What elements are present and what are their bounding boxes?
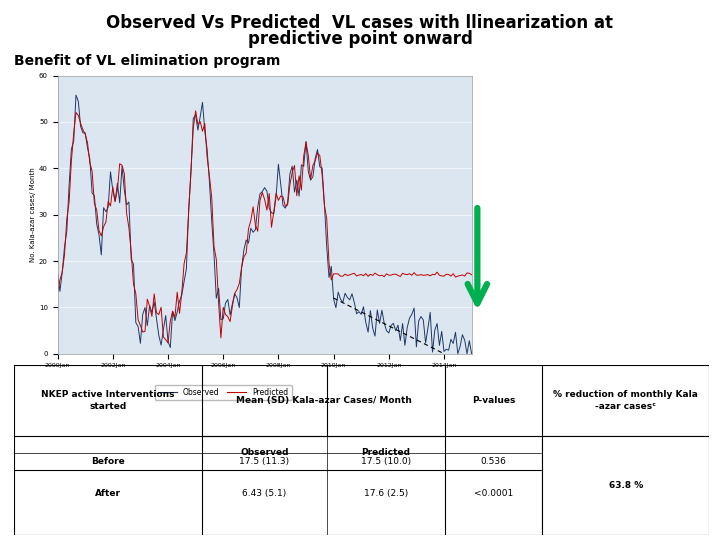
- Predicted: [171, 314, 179, 321]
- Predicted: [115, 160, 124, 167]
- Predicted: [467, 272, 476, 278]
- Predicted: [192, 107, 200, 114]
- Text: predictive point onward: predictive point onward: [248, 30, 472, 48]
- Observed: [253, 204, 262, 210]
- Text: 17.5 (11.3): 17.5 (11.3): [240, 457, 289, 466]
- Text: Before: Before: [91, 457, 125, 466]
- Text: Observed: Observed: [240, 448, 289, 457]
- Text: Mean (SD) Kala-azar Cases/ Month: Mean (SD) Kala-azar Cases/ Month: [235, 396, 412, 404]
- Observed: [117, 163, 126, 170]
- Observed: [398, 320, 407, 327]
- Legend: Observed, Predicted: Observed, Predicted: [155, 385, 292, 400]
- Observed: [171, 318, 179, 324]
- Line: Predicted: Predicted: [58, 111, 472, 343]
- Text: Average 63.8% monthly VL
case reduction explored by
the predictive model
(P<0.00: Average 63.8% monthly VL case reduction …: [498, 193, 640, 248]
- Text: Observed Vs Predicted  VL cases with llinearization at: Observed Vs Predicted VL cases with llin…: [107, 14, 613, 31]
- Observed: [467, 350, 476, 357]
- Text: 17.5 (10.0): 17.5 (10.0): [361, 457, 411, 466]
- Text: P-values: P-values: [472, 396, 516, 404]
- Text: <0.0001: <0.0001: [474, 489, 513, 498]
- Text: Benefit of VL elimination program: Benefit of VL elimination program: [14, 54, 281, 68]
- Predicted: [88, 168, 96, 174]
- Y-axis label: No. Kala-azar cases/ Month: No. Kala-azar cases/ Month: [30, 167, 36, 262]
- Text: 0.536: 0.536: [481, 457, 507, 466]
- Text: % reduction of monthly Kala
-azar casesᶜ: % reduction of monthly Kala -azar casesᶜ: [554, 390, 698, 410]
- Predicted: [53, 289, 62, 296]
- Text: 17.6 (2.5): 17.6 (2.5): [364, 489, 408, 498]
- Text: After: After: [95, 489, 121, 498]
- Observed: [90, 193, 99, 199]
- Text: 63.8 %: 63.8 %: [608, 481, 643, 490]
- Predicted: [256, 197, 264, 204]
- Predicted: [400, 271, 409, 278]
- Text: NKEP active Interventions
started: NKEP active Interventions started: [42, 390, 175, 410]
- Observed: [454, 350, 462, 357]
- Text: 6.43 (5.1): 6.43 (5.1): [243, 489, 287, 498]
- Observed: [72, 92, 81, 98]
- Predicted: [163, 340, 172, 346]
- Line: Observed: Observed: [58, 95, 472, 354]
- Text: Predicted: Predicted: [361, 448, 410, 457]
- Observed: [256, 191, 264, 197]
- Predicted: [258, 190, 266, 196]
- Observed: [53, 270, 62, 276]
